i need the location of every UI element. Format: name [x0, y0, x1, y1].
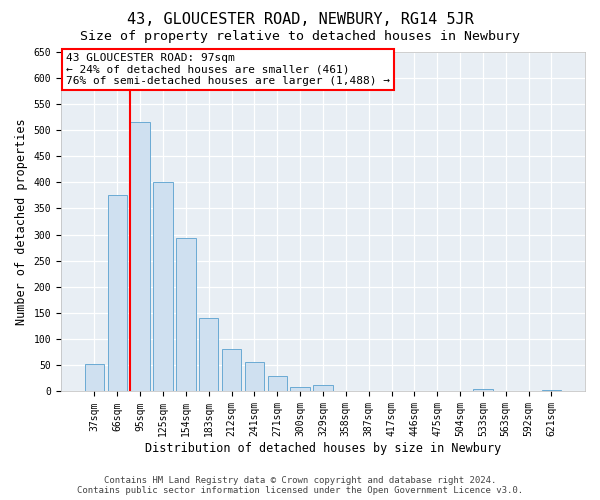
Bar: [176, 238, 196, 392]
Bar: [130, 122, 150, 392]
Bar: [153, 182, 173, 392]
Bar: [268, 376, 287, 392]
Text: Contains HM Land Registry data © Crown copyright and database right 2024.
Contai: Contains HM Land Registry data © Crown c…: [77, 476, 523, 495]
Bar: [290, 388, 310, 392]
Bar: [222, 348, 241, 392]
Bar: [542, 390, 561, 392]
Bar: [85, 364, 104, 392]
Text: Size of property relative to detached houses in Newbury: Size of property relative to detached ho…: [80, 30, 520, 43]
Text: 43 GLOUCESTER ROAD: 97sqm
← 24% of detached houses are smaller (461)
76% of semi: 43 GLOUCESTER ROAD: 97sqm ← 24% of detac…: [66, 53, 390, 86]
Bar: [199, 318, 218, 392]
Bar: [245, 362, 264, 392]
Bar: [473, 389, 493, 392]
Bar: [313, 385, 332, 392]
Bar: [107, 196, 127, 392]
Y-axis label: Number of detached properties: Number of detached properties: [15, 118, 28, 325]
Text: 43, GLOUCESTER ROAD, NEWBURY, RG14 5JR: 43, GLOUCESTER ROAD, NEWBURY, RG14 5JR: [127, 12, 473, 28]
X-axis label: Distribution of detached houses by size in Newbury: Distribution of detached houses by size …: [145, 442, 501, 455]
